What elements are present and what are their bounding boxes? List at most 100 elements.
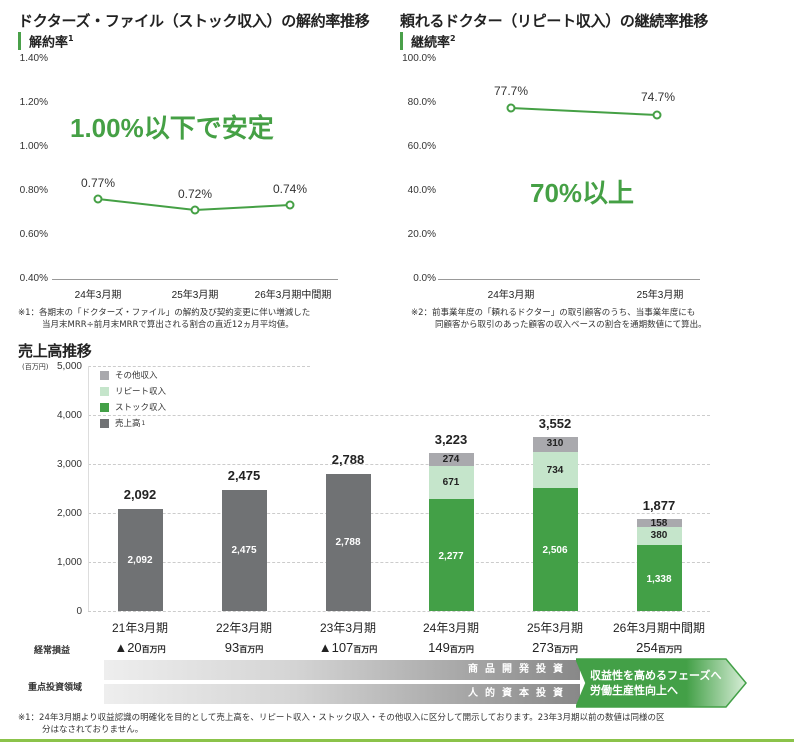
gridline [88,464,310,465]
profit-number: 149 [428,640,450,655]
repeat-label: 734 [546,465,564,476]
churn-note-line1: ※1：各期末の「ドクターズ・ファイル」の解約及び契約変更に伴い増減した [18,308,311,318]
retention-subtitle-text: 継続率 [411,35,451,51]
gridline [310,464,710,465]
bar-26-repeat [637,527,682,545]
churn-annotation: 1.00%以下で安定 [70,113,274,143]
gridline [310,562,710,563]
retention-note-line1: ※2：前事業年度の「頼れるドクター」の取引顧客のうち、当事業年度にも [411,308,696,318]
legend-sup: 1 [141,419,146,427]
legend-label: リピート収入 [115,387,167,397]
profit-unit: 百万円 [141,645,166,654]
bar-inner-label: 2,475 [231,545,257,556]
retention-line [506,103,662,120]
bar-22 [222,490,267,611]
legend-item-repeat: リピート収入 [100,383,166,399]
sales-xlabel: 26年3月期中間期 [612,621,706,635]
sales-note-line1: ※1：24年3月期より収益認識の明確化を目的として売上高を、リピート収入・ストッ… [18,713,665,723]
legend-swatch [100,370,109,380]
retention-subtitle-sup: 2 [450,34,456,43]
profit-value: ▲107百万円 [293,640,403,655]
profit-value: 149百万円 [396,640,506,655]
legend-item-other: その他収入 [100,367,166,383]
bar-25-repeat [533,452,578,488]
bar-21 [118,509,163,611]
sales-xlabel: 22年3月期 [215,621,273,635]
churn-line [93,194,295,215]
other-label: 310 [546,438,564,449]
sales-xlabel: 24年3月期 [422,621,480,635]
churn-ytick: 1.00% [19,141,48,152]
bar-total: 2,092 [123,487,157,502]
bar-inner-label: 2,788 [335,537,361,548]
churn-chart-subtitle: 解約率1 [18,32,74,51]
retention-note-line2: 同顧客から取引のあった顧客の収入ベースの割合を通期数値にて算出。 [435,320,707,330]
legend-item-sales: 売上高 1 [100,415,166,431]
profit-number: ▲107 [318,640,354,655]
repeat-label: 671 [442,477,460,488]
profit-number: 93 [224,640,240,655]
sales-xlabel: 23年3月期 [319,621,377,635]
sales-ytick: 3,000 [56,459,82,470]
sales-ytick: 2,000 [56,508,82,519]
bar-24-repeat [429,466,474,499]
retention-x-axis [438,279,700,280]
churn-subtitle-sup: 1 [68,34,74,43]
sales-ytick: 1,000 [56,557,82,568]
bar-total: 3,552 [538,416,572,431]
bar-24-other [429,453,474,466]
repeat-label: 380 [650,530,668,541]
churn-subtitle-text: 解約率 [29,35,69,51]
bar-total: 1,877 [642,498,676,513]
profit-value: 273百万円 [500,640,610,655]
gridline [88,513,310,514]
gridline [310,415,710,416]
legend-label: 売上高 [115,419,141,429]
sales-y-axis [88,366,89,611]
stock-label: 1,338 [646,574,672,585]
legend-swatch [100,402,109,412]
churn-xlabel: 24年3月期 [74,290,122,301]
gridline [310,513,710,514]
churn-value-label: 0.77% [80,176,116,190]
churn-note-line2: 当月末MRR÷前月末MRRで算出される割合の直近12ヵ月平均値。 [42,320,294,330]
sales-xlabel: 25年3月期 [526,621,584,635]
retention-value-label: 74.7% [640,90,676,104]
profit-row-label: 経常損益 [34,646,71,656]
retention-value-label: 77.7% [493,84,529,98]
retention-ytick: 0.0% [413,273,436,284]
churn-ytick: 0.40% [19,273,48,284]
profit-number: ▲20 [114,640,142,655]
sales-xlabel: 21年3月期 [111,621,169,635]
other-label: 158 [650,518,668,529]
churn-chart-title: ドクターズ・ファイル（ストック収入）の解約率推移 [18,12,370,30]
churn-x-axis [52,279,338,280]
retention-xlabel: 24年3月期 [487,290,535,301]
legend-label: その他収入 [115,371,158,381]
bar-26-other [637,519,682,527]
other-label: 274 [442,454,460,465]
retention-ytick: 80.0% [407,97,436,108]
bar-23 [326,474,371,611]
churn-value-label: 0.72% [177,187,213,201]
churn-ytick: 0.80% [19,185,48,196]
bar-25-other [533,437,578,452]
sales-ytick: 0 [76,606,82,617]
legend-swatch [100,418,109,428]
stock-label: 2,506 [542,545,568,556]
phase-arrow-text: 収益性を高めるフェーズへ 労働生産性向上へ [590,668,721,698]
phase-arrow-line1: 収益性を高めるフェーズへ [590,669,722,682]
profit-number: 254 [636,640,658,655]
sales-ytick: 5,000 [56,361,82,372]
gridline [88,366,310,367]
retention-chart-title: 頼れるドクター（リピート収入）の継続率推移 [400,12,709,30]
stock-label: 2,277 [438,551,464,562]
retention-ytick: 60.0% [407,141,436,152]
retention-chart-subtitle: 継続率2 [400,32,456,51]
retention-ytick: 40.0% [407,185,436,196]
profit-unit: 百万円 [657,645,682,654]
churn-ytick: 0.60% [19,229,48,240]
legend-label: ストック収入 [115,403,167,413]
gridline [88,415,310,416]
bar-total: 3,223 [434,432,468,447]
